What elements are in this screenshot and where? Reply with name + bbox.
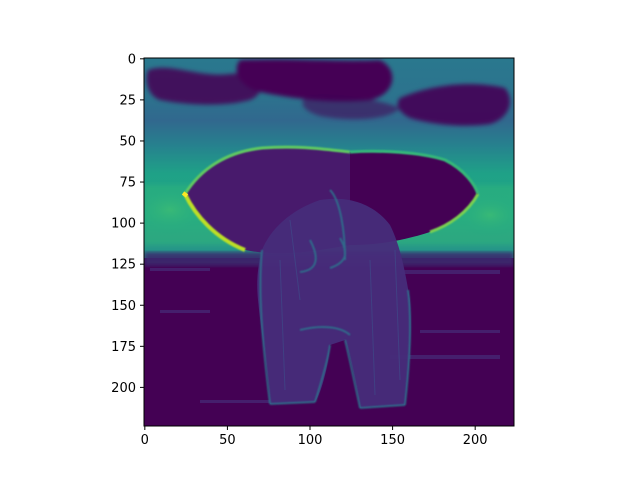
x-tick-label: 0 xyxy=(141,433,149,448)
y-tick-label: 175 xyxy=(111,340,136,355)
x-axis: 0 50 100 150 200 xyxy=(141,426,488,448)
y-tick-label: 125 xyxy=(111,258,136,273)
x-tick-label: 150 xyxy=(380,433,405,448)
y-tick-label: 0 xyxy=(128,52,136,67)
y-tick-label: 25 xyxy=(119,93,136,108)
y-tick-label: 100 xyxy=(111,217,136,232)
plot-frame xyxy=(143,57,515,427)
y-tick-label: 150 xyxy=(111,299,136,314)
x-tick-label: 100 xyxy=(298,433,323,448)
y-tick-label: 200 xyxy=(111,381,136,396)
y-tick-label: 50 xyxy=(119,134,136,149)
x-tick-label: 200 xyxy=(463,433,488,448)
x-tick-label: 50 xyxy=(219,433,236,448)
y-tick-label: 75 xyxy=(119,176,136,191)
y-axis: 0 25 50 75 100 125 150 175 200 xyxy=(111,52,144,396)
heatmap-image xyxy=(144,58,514,426)
